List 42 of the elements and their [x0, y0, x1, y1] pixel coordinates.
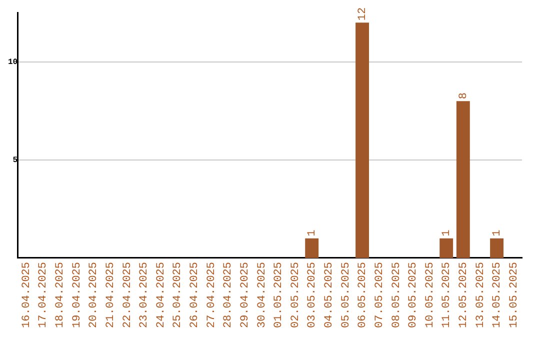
data-label: 1 — [492, 229, 504, 236]
x-tick-label: 18.04.2025 — [54, 262, 67, 328]
x-tick-label: 24.04.2025 — [155, 262, 168, 328]
x-tick-label: 08.05.2025 — [390, 262, 403, 328]
x-tick-label: 09.05.2025 — [408, 262, 420, 328]
bar — [456, 101, 470, 258]
x-tick-label: 13.05.2025 — [474, 262, 487, 328]
y-tick-label: 10 — [8, 58, 18, 67]
data-label: 12 — [357, 7, 370, 21]
x-tick-label: 17.04.2025 — [38, 262, 50, 328]
data-label: 1 — [306, 229, 319, 236]
x-tick-label: 29.04.2025 — [239, 262, 252, 328]
bar — [490, 238, 504, 258]
x-tick-label: 28.04.2025 — [222, 262, 235, 328]
y-tick-label: 5 — [12, 156, 18, 165]
x-tick-label: 07.05.2025 — [374, 262, 386, 328]
x-tick-label: 19.04.2025 — [71, 262, 84, 328]
x-tick-label: 27.04.2025 — [206, 262, 218, 328]
x-tick-label: 22.04.2025 — [122, 262, 134, 328]
bar — [356, 22, 369, 258]
x-tick-label: 30.04.2025 — [256, 262, 268, 328]
x-tick-label: 06.05.2025 — [357, 262, 370, 328]
x-tick-label: 04.05.2025 — [324, 262, 336, 328]
x-tick-label: 12.05.2025 — [458, 262, 470, 328]
x-tick-label: 20.04.2025 — [88, 262, 100, 328]
data-label: 8 — [458, 92, 470, 100]
x-tick-label: 21.04.2025 — [104, 262, 117, 328]
bar — [440, 238, 454, 258]
data-label: 1 — [441, 229, 454, 236]
x-tick-label: 05.05.2025 — [340, 262, 352, 328]
x-tick-label: 23.04.2025 — [138, 262, 151, 328]
x-tick-label: 26.04.2025 — [189, 262, 202, 328]
x-tick-label: 25.04.2025 — [172, 262, 184, 328]
x-tick-label: 03.05.2025 — [306, 262, 319, 328]
x-tick-label: 14.05.2025 — [492, 262, 504, 328]
x-tick-label: 02.05.2025 — [290, 262, 302, 328]
bar — [305, 238, 319, 258]
x-tick-label: 15.05.2025 — [508, 262, 520, 328]
x-tick-label: 11.05.2025 — [441, 262, 454, 328]
x-tick-label: 01.05.2025 — [273, 262, 286, 328]
x-tick-label: 16.04.2025 — [20, 262, 33, 328]
x-tick-label: 10.05.2025 — [424, 262, 436, 328]
